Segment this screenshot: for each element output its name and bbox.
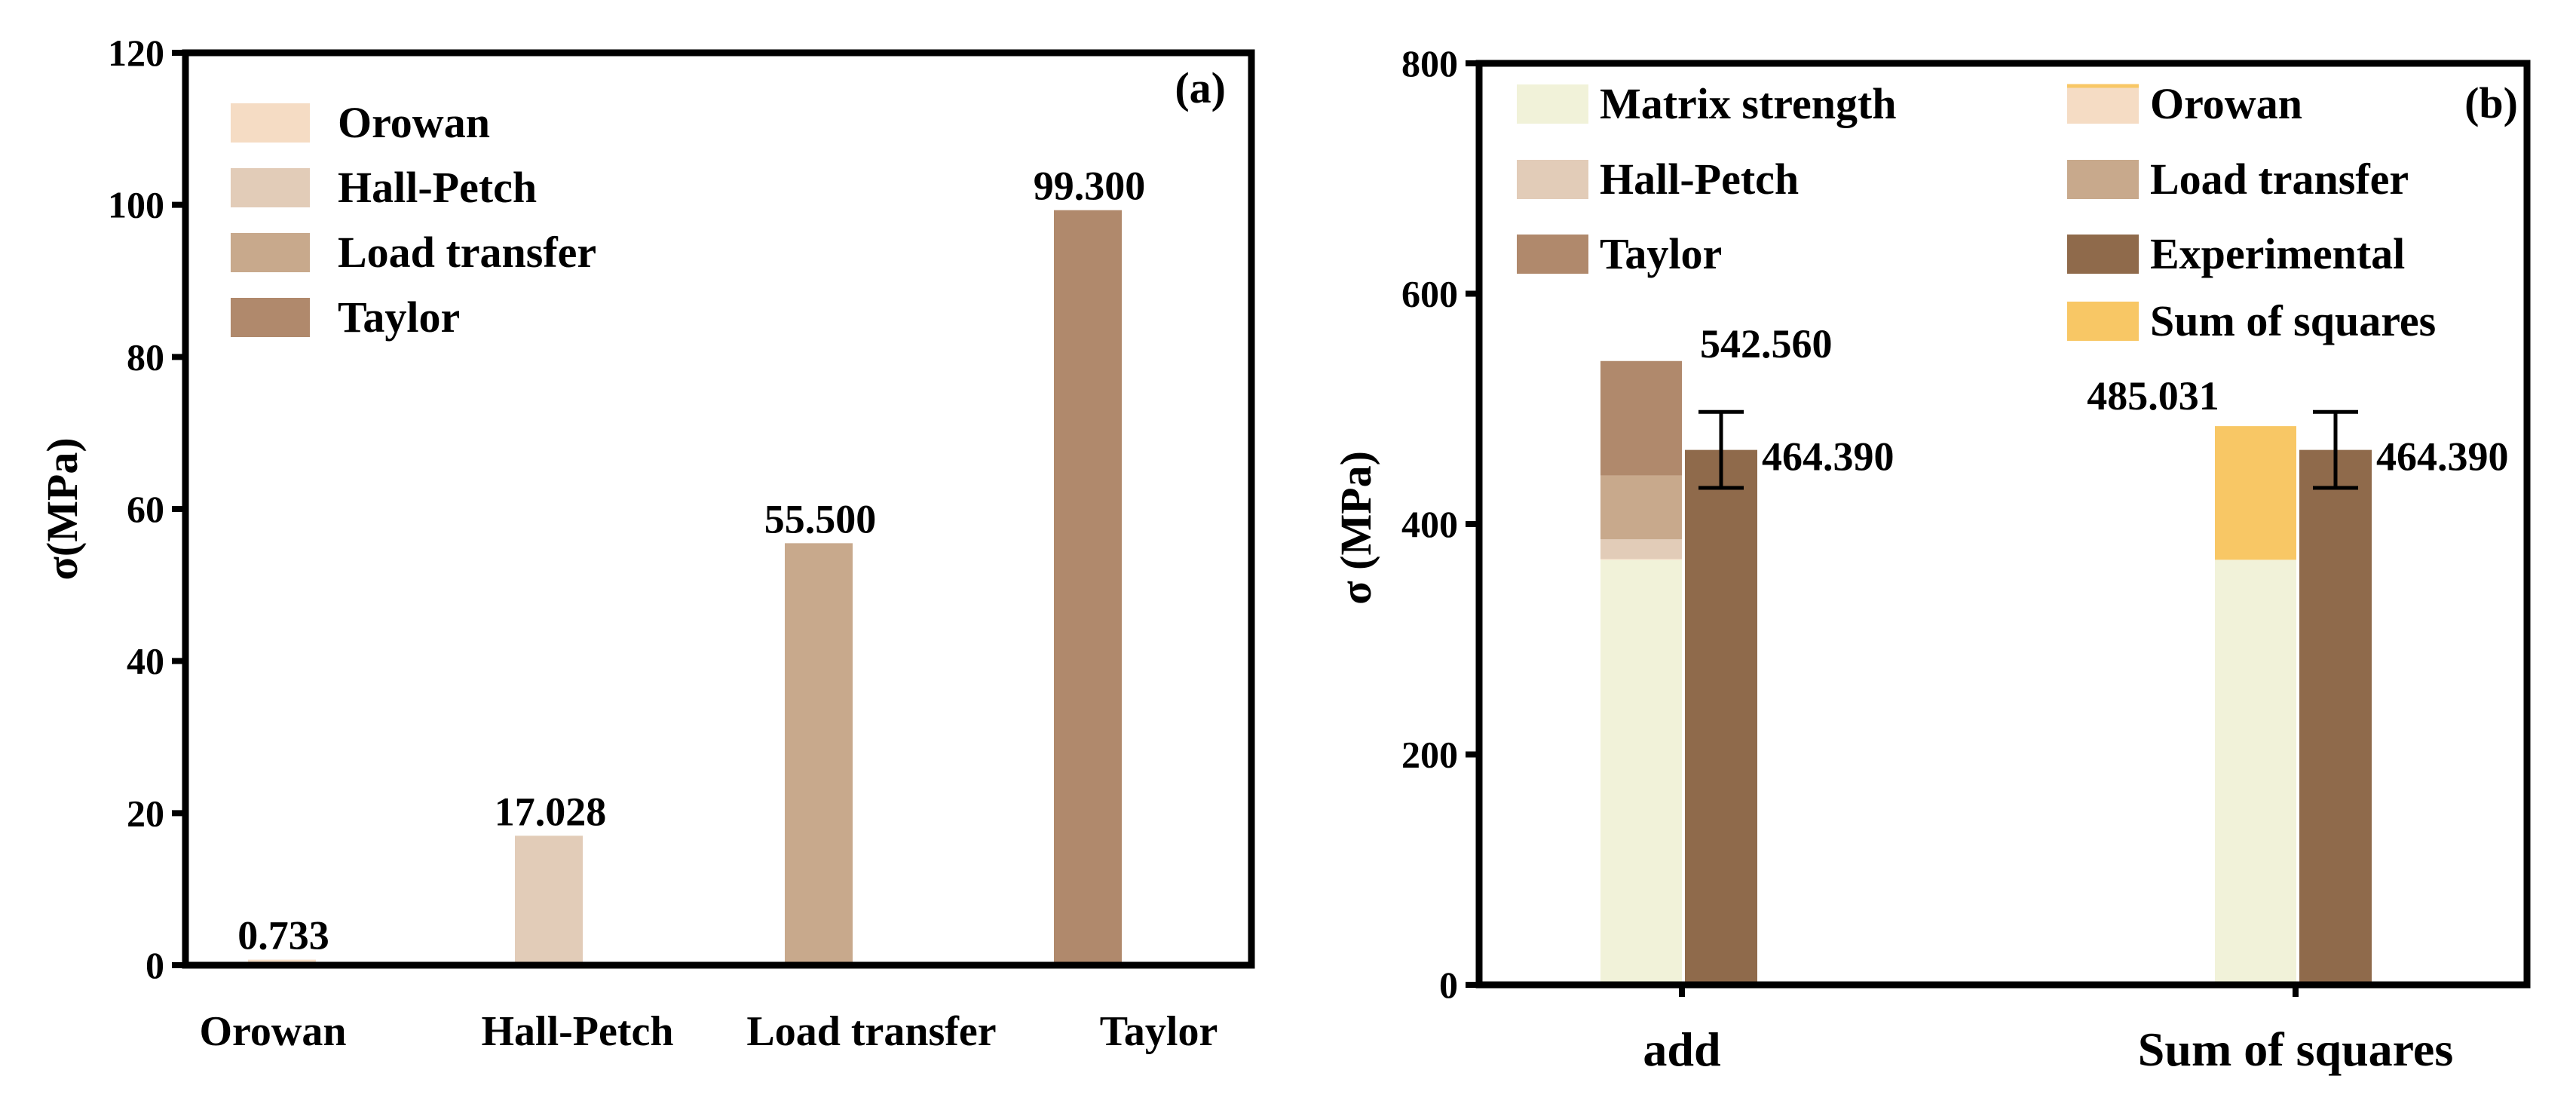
panel-a-legend-swatch-load-transfer [231, 233, 310, 272]
panel-a-y-axis-title: σ(MPa) [38, 437, 87, 580]
panel-a-legend-label-load-transfer: Load transfer [338, 228, 596, 277]
panel-b-legend-swatch-matrix-strength [1517, 84, 1588, 124]
panel-b-experimental-bar-add [1685, 449, 1757, 985]
panel-a-bar-value-hall-petch: 17.028 [495, 789, 607, 834]
panel-b-legend-label-matrix-strength: Matrix strength [1600, 79, 1897, 128]
panel-b-legend-swatch-load-transfer [2067, 160, 2139, 199]
panel-a-x-tick-label-taylor: Taylor [1100, 1008, 1218, 1055]
panel-b-x-tick-label-sum-of-squares: Sum of squares [2138, 1023, 2453, 1076]
panel-a-legend-label-taylor: Taylor [338, 293, 460, 342]
panel-b-legend-swatch-experimental [2067, 235, 2139, 274]
panel-a-y-ticks: 0 20 40 60 80 100 120 [108, 32, 185, 986]
panel-b-legend-label-orowan: Orowan [2150, 79, 2302, 128]
panel-b-label: (b) [2464, 78, 2518, 127]
panel-a-bar-value-taylor: 99.300 [1034, 164, 1146, 209]
panel-a-bar-hall-petch [515, 836, 583, 965]
panel-b: 542.560 485.031 464.390 464.390 0 200 400 600 8… [1331, 42, 2531, 1076]
panel-a-y-tick-label: 20 [127, 792, 164, 834]
panel-b-y-ticks: 0 200 400 600 800 [1401, 42, 1479, 1006]
panel-b-stack-add-matrix-strength [1600, 560, 1682, 985]
panel-a-legend-swatch-hall-petch [231, 168, 310, 207]
panel-a-x-tick-label-orowan: Orowan [200, 1008, 347, 1055]
panel-a-y-tick-label: 0 [145, 944, 164, 986]
panel-b-stack-add-orowan [1600, 559, 1682, 560]
panel-a-legend-swatch-taylor [231, 298, 310, 337]
panel-b-legend-swatch-hall-petch [1517, 160, 1588, 199]
panel-a-bar-value-load-transfer: 55.500 [764, 496, 877, 541]
panel-b-x-tick-label-add: add [1643, 1023, 1720, 1076]
panel-b-legend-label-load-transfer: Load transfer [2150, 155, 2409, 204]
panel-b-y-tick-label: 0 [1439, 964, 1458, 1006]
panel-b-legend-label-taylor: Taylor [1600, 229, 1722, 278]
panel-a-y-tick-label: 120 [108, 32, 164, 74]
panel-a-y-tick-label: 40 [127, 640, 164, 682]
panel-b-stack-add-hall-petch [1600, 539, 1682, 560]
panel-a-legend-label-hall-petch: Hall-Petch [338, 163, 537, 212]
panel-a-y-tick-label: 80 [127, 336, 164, 378]
panel-a-bar-value-orowan: 0.733 [237, 913, 329, 958]
panel-a-y-tick-label: 60 [127, 488, 164, 530]
panel-a-y-tick-label: 100 [108, 184, 164, 226]
panel-b-total-label-add: 542.560 [1700, 321, 1833, 366]
panel-b-legend-label-sum-of-squares: Sum of squares [2150, 296, 2436, 345]
panel-b-y-axis-title: σ (MPa) [1331, 451, 1380, 605]
panel-a-x-ticks: Orowan Hall-Petch Load transfer Taylor [200, 1008, 1218, 1055]
panel-b-y-tick-label: 400 [1401, 503, 1458, 545]
panel-a-bar-load-transfer [785, 543, 853, 965]
panel-b-legend: Matrix strength Orowan Hall-Petch Load t… [1517, 79, 2436, 345]
panel-b-legend-swatch-sum-of-squares [2067, 302, 2139, 341]
panel-b-experimental-bar-sum-of-squares [2299, 449, 2372, 985]
panel-a-bar-taylor [1054, 210, 1122, 966]
panel-a-bars: 0.733 17.028 55.500 99.300 [237, 164, 1146, 966]
panel-a-legend-swatch-orowan [231, 103, 310, 143]
panel-a-x-tick-label-hall-petch: Hall-Petch [481, 1008, 673, 1055]
panel-a-label: (a) [1175, 63, 1226, 112]
panel-b-stack-sum-of-squares-sum-of-squares [2215, 426, 2296, 560]
panel-b-total-label-sum-of-squares: 485.031 [2087, 373, 2219, 419]
panel-a-x-tick-label-load-transfer: Load transfer [746, 1008, 996, 1055]
panel-a-legend: Orowan Hall-Petch Load transfer Taylor [231, 98, 596, 342]
panel-b-y-tick-label: 200 [1401, 734, 1458, 776]
panel-b-legend-swatch-orowan [2067, 84, 2139, 124]
panel-b-stack-sum-of-squares-matrix-strength [2215, 560, 2296, 985]
panel-b-legend-swatch-taylor [1517, 235, 1588, 274]
panel-b-x-ticks: add Sum of squares [1643, 985, 2453, 1076]
panel-a-legend-label-orowan: Orowan [338, 98, 490, 147]
panel-b-bars: 542.560 485.031 464.390 464.390 [1600, 321, 2509, 985]
panel-b-y-tick-label: 600 [1401, 273, 1458, 315]
panel-b-legend-label-hall-petch: Hall-Petch [1600, 155, 1799, 204]
panel-b-stack-add-taylor [1600, 360, 1682, 476]
panel-b-experimental-label-sum-of-squares: 464.390 [2376, 434, 2509, 480]
panel-b-legend-label-experimental: Experimental [2150, 229, 2405, 278]
panel-b-experimental-label-add: 464.390 [1762, 434, 1894, 480]
panel-b-y-tick-label: 800 [1401, 42, 1458, 84]
panel-b-stack-add-load-transfer [1600, 475, 1682, 540]
